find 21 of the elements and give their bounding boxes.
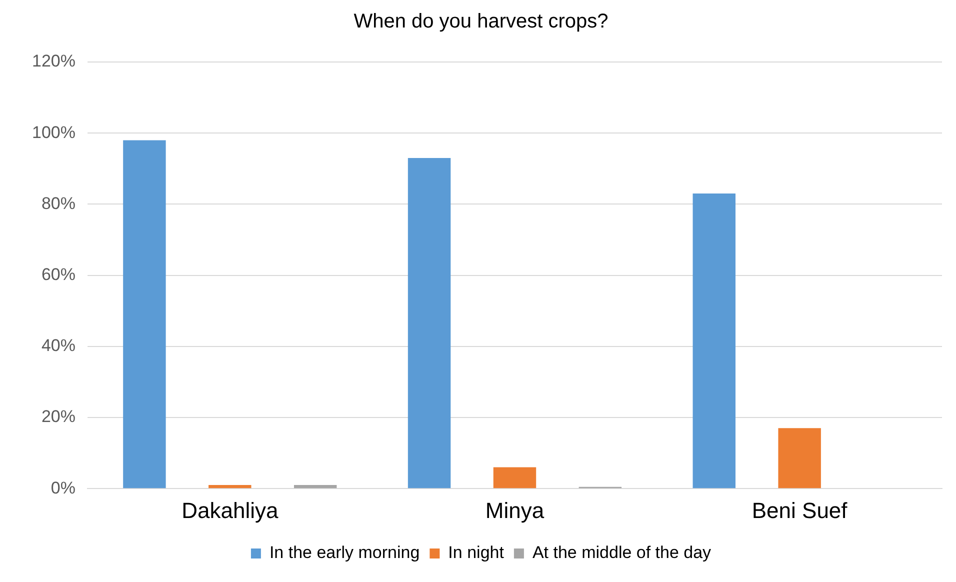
bar <box>493 467 536 488</box>
chart-title: When do you harvest crops? <box>354 10 608 33</box>
y-tick-label: 80% <box>41 194 76 213</box>
bar <box>692 194 736 488</box>
bar <box>123 140 166 488</box>
bar <box>408 158 451 488</box>
y-tick-label: 60% <box>41 264 76 284</box>
bar <box>294 485 337 488</box>
legend-label: In the early morning <box>269 543 420 562</box>
y-tick-label: 0% <box>50 478 76 498</box>
bar <box>778 428 821 488</box>
x-tick-label: Dakahliya <box>182 498 279 523</box>
legend-label: At the middle of the day <box>532 543 712 562</box>
y-tick-label: 40% <box>41 336 76 356</box>
y-tick-label: 20% <box>41 407 76 426</box>
legend-label: In night <box>448 543 504 562</box>
bar <box>208 485 252 488</box>
x-tick-label: Minya <box>485 498 545 523</box>
y-tick-label: 120% <box>32 52 76 71</box>
x-tick-label: Beni Suef <box>752 498 848 523</box>
y-tick-label: 100% <box>32 122 76 142</box>
